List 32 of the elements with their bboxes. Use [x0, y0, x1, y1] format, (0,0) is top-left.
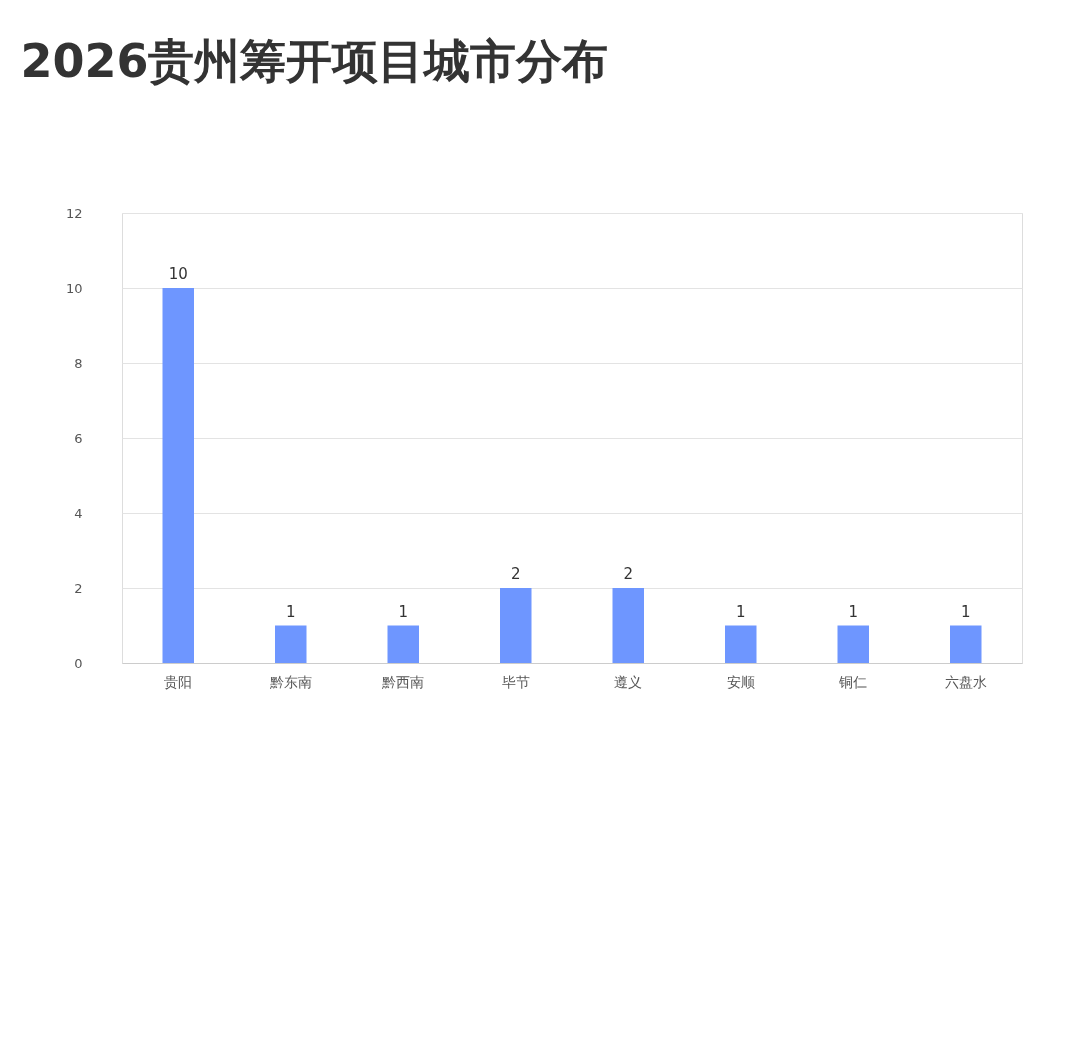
data-label: 1 — [285, 602, 296, 621]
data-label: 1 — [960, 602, 971, 621]
y-tick-label: 6 — [74, 430, 83, 446]
x-tick-label: 铜仁 — [838, 673, 868, 690]
x-tick-label: 六盘水 — [944, 673, 987, 690]
y-tick-label: 10 — [65, 280, 83, 296]
y-tick-label: 8 — [74, 355, 83, 371]
bar — [837, 625, 869, 663]
chart-title: 2026贵州筹开项目城市分布 — [20, 34, 609, 88]
data-label: 10 — [168, 265, 188, 283]
bar — [162, 288, 194, 663]
data-label: 1 — [848, 602, 859, 621]
data-label: 1 — [735, 602, 746, 621]
x-tick-label: 黔西南 — [381, 673, 425, 690]
bar — [500, 588, 532, 663]
x-tick-label: 安顺 — [726, 673, 755, 690]
x-tick-label: 遵义 — [614, 673, 643, 690]
bar — [950, 625, 982, 663]
bar — [725, 625, 757, 663]
y-tick-label: 2 — [74, 580, 83, 596]
data-label: 2 — [510, 565, 521, 583]
bar — [612, 588, 644, 663]
x-tick-label: 黔东南 — [268, 673, 312, 690]
y-tick-label: 12 — [65, 205, 83, 221]
bar — [275, 625, 307, 663]
x-tick-label: 贵阳 — [164, 673, 193, 690]
x-tick-label: 毕节 — [501, 673, 530, 690]
y-tick-label: 4 — [74, 505, 83, 521]
y-tick-label: 0 — [74, 655, 83, 671]
data-label: 2 — [623, 565, 634, 583]
data-label: 1 — [398, 602, 409, 621]
bar — [387, 625, 419, 663]
